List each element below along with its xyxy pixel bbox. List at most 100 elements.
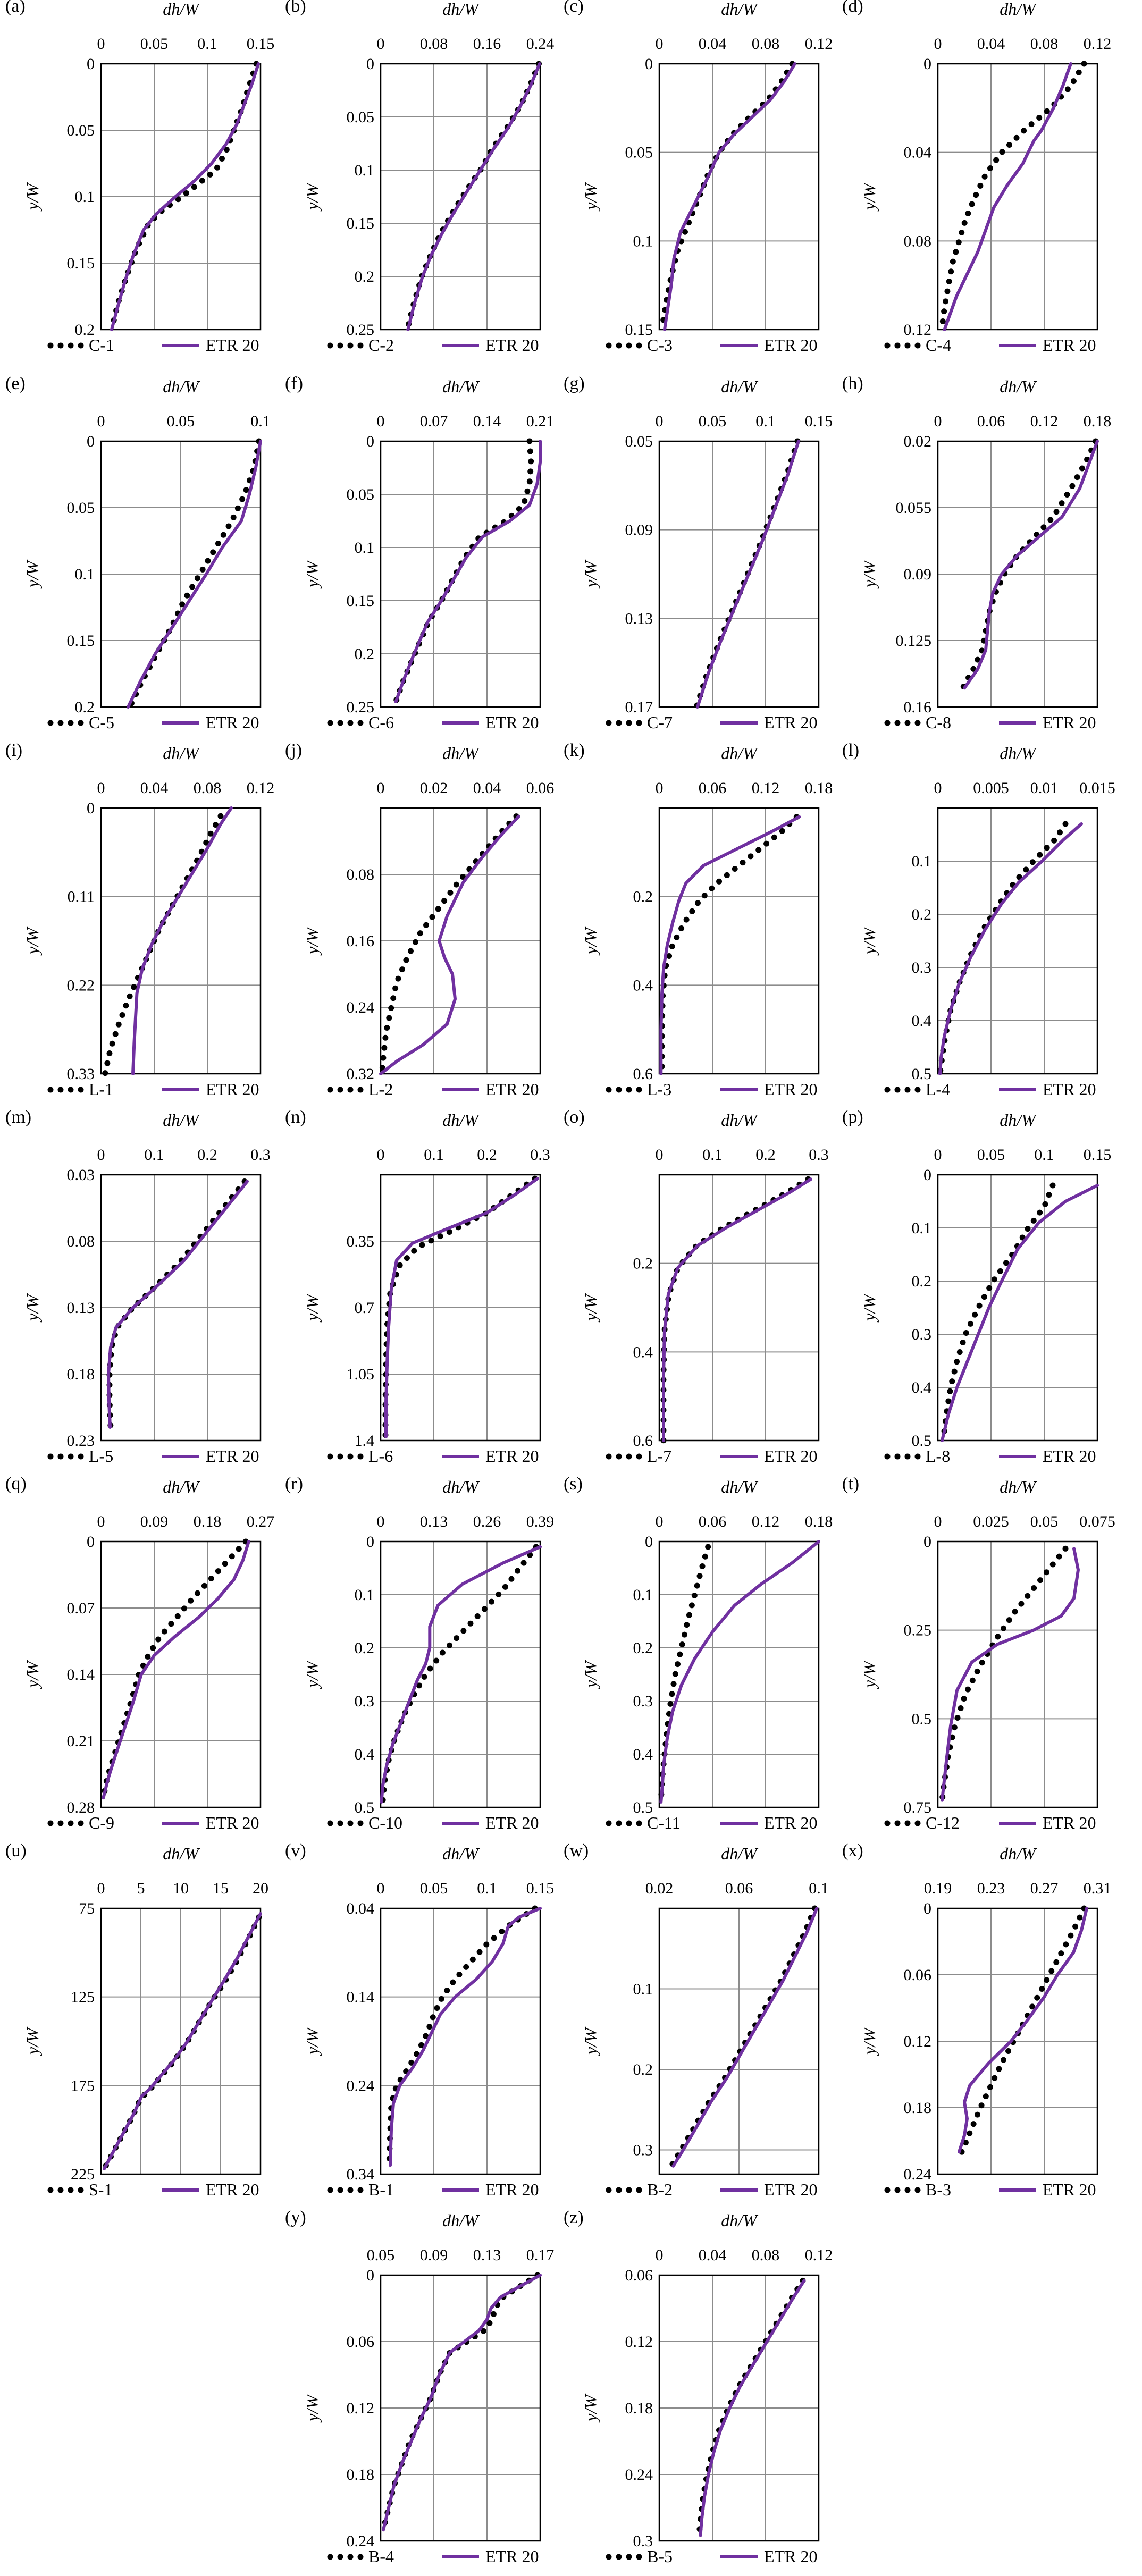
y-axis-title: y/W — [23, 1293, 42, 1323]
x-axis-title: dh/W — [442, 0, 480, 19]
x-tick-label: 0.13 — [473, 2246, 501, 2264]
x-axis-title: dh/W — [1000, 1110, 1037, 1130]
y-tick-label: 0.18 — [625, 2400, 653, 2417]
series-line-etr-20 — [941, 1547, 1080, 1802]
y-tick-label: 0.12 — [904, 321, 932, 339]
legend-label-data: C-4 — [926, 335, 951, 355]
y-tick-label: 0.33 — [67, 1065, 95, 1083]
series-line-etr-20 — [384, 1177, 539, 1438]
x-axis-title: dh/W — [163, 0, 200, 19]
y-axis-title: y/W — [23, 1660, 42, 1689]
legend-label-model: ETR 20 — [764, 335, 817, 355]
plot-frame — [100, 1174, 262, 1442]
legend-label-data: C-2 — [368, 335, 394, 355]
legend-label-model: ETR 20 — [1043, 1080, 1096, 1099]
series-line-etr-20 — [958, 1907, 1088, 2154]
legend-label-data: S-1 — [89, 2180, 112, 2199]
x-tick-label: 0.09 — [140, 1513, 169, 1530]
chart-panel-c-1: (a) dh/W y/W 0 0.05 0.1 0.15 0 0.05 0.1 0.15 0.2C-1… — [5, 0, 274, 355]
plot-frame — [658, 807, 820, 1075]
y-tick-label: 0.2 — [633, 1639, 653, 1657]
y-tick-label: 0.4 — [633, 1746, 653, 1763]
x-axis-title: dh/W — [721, 1110, 759, 1130]
x-tick-label: 0 — [656, 779, 664, 797]
series-line-etr-20 — [663, 62, 796, 331]
series-line-c-2 — [404, 61, 542, 333]
x-tick-label: 0.2 — [755, 1146, 776, 1164]
series-line-c-4 — [939, 61, 1087, 333]
x-tick-label: 0.24 — [526, 35, 555, 53]
x-tick-label: 0.04 — [699, 35, 727, 53]
panel-label: (o) — [564, 1107, 585, 1127]
y-tick-label: 0.15 — [67, 632, 95, 650]
legend-label-data: C-9 — [89, 1813, 114, 1832]
legend-label-model: ETR 20 — [485, 713, 539, 732]
y-tick-label: 0.35 — [347, 1233, 375, 1250]
x-axis-title: dh/W — [442, 377, 480, 396]
series-line-c-3 — [659, 61, 795, 333]
x-tick-label: 0 — [656, 35, 664, 53]
plot-frame — [658, 440, 820, 708]
plot-frame — [937, 807, 1098, 1075]
legend-label-model: ETR 20 — [206, 713, 259, 732]
panel-label: (c) — [564, 0, 584, 16]
y-tick-label: 0.25 — [904, 1622, 932, 1639]
plot-frame — [658, 1174, 820, 1442]
y-axis-title: y/W — [581, 182, 600, 212]
y-tick-label: 0.25 — [347, 698, 375, 716]
series-line-etr-20 — [110, 62, 260, 331]
series-line-c-6 — [393, 438, 534, 705]
x-axis-title: dh/W — [442, 1110, 480, 1130]
legend-label-model: ETR 20 — [485, 1080, 539, 1099]
series-line-etr-20 — [382, 2274, 542, 2532]
chart-panel-c-6: (f) dh/W y/W 0 0.07 0.14 0.21 0 0.05 0.1 0.15 0.2 0.… — [285, 374, 554, 732]
y-tick-label: 0.5 — [912, 1432, 932, 1450]
y-tick-label: 0.12 — [625, 2333, 653, 2351]
chart-panel-c-7: (g) dh/Wy/W0 0.05 0.1 0.150.050.090.130.17C-… — [564, 374, 833, 732]
series-line-etr-20 — [102, 1540, 250, 1800]
chart-panel-l-6: (n) dh/W y/W 0 0.1 0.2 0.3 0.35 0.7 1.05 1.4L-6 ETR… — [285, 1107, 550, 1466]
y-tick-label: 0.2 — [355, 1639, 375, 1657]
y-tick-label: 0.13 — [625, 610, 653, 627]
y-axis-title: y/W — [23, 182, 42, 212]
y-tick-label: 0.16 — [904, 698, 932, 716]
x-tick-label: 0.1 — [424, 1146, 444, 1164]
y-tick-label: 0 — [366, 433, 374, 450]
y-tick-label: 0.09 — [625, 521, 653, 539]
legend-label-data: B-3 — [926, 2180, 951, 2199]
y-tick-label: 0 — [366, 2267, 374, 2284]
y-tick-label: 175 — [71, 2077, 95, 2094]
series-line-etr-20 — [943, 62, 1072, 331]
x-tick-label: 0.06 — [725, 1880, 753, 1897]
series-line-etr-20 — [394, 440, 542, 703]
series-line-etr-20 — [659, 815, 801, 1075]
y-tick-label: 0.1 — [633, 1586, 653, 1604]
legend-label-data: C-12 — [926, 1813, 960, 1832]
plot-frame — [937, 63, 1098, 331]
y-axis-title: y/W — [581, 1293, 600, 1323]
x-tick-label: 0.025 — [973, 1513, 1009, 1530]
plot-frame — [658, 1540, 820, 1808]
x-tick-label: 0 — [377, 1146, 385, 1164]
x-tick-label: 0.05 — [140, 35, 169, 53]
plot-frame — [380, 63, 541, 331]
legend-label-data: L-8 — [926, 1446, 950, 1466]
y-tick-label: 0.055 — [896, 499, 932, 517]
x-tick-label: 0.21 — [526, 413, 555, 430]
y-tick-label: 0.15 — [347, 592, 375, 610]
legend-label-model: ETR 20 — [1043, 1813, 1096, 1832]
y-axis-title: y/W — [581, 1660, 600, 1689]
series-line-etr-20 — [379, 814, 520, 1075]
series-line-c-12 — [939, 1545, 1069, 1804]
y-tick-label: 0.4 — [355, 1746, 375, 1763]
plot-frame — [380, 2274, 541, 2542]
y-axis-title: y/W — [581, 559, 600, 589]
y-tick-label: 0.2 — [633, 1255, 653, 1273]
x-tick-label: 0.1 — [1034, 1146, 1054, 1164]
x-axis-title: dh/W — [721, 744, 759, 763]
y-axis-title: y/W — [860, 182, 879, 212]
plot-frame — [937, 1174, 1098, 1442]
y-axis-title: y/W — [860, 559, 879, 589]
y-tick-label: 0.14 — [347, 1989, 375, 2006]
